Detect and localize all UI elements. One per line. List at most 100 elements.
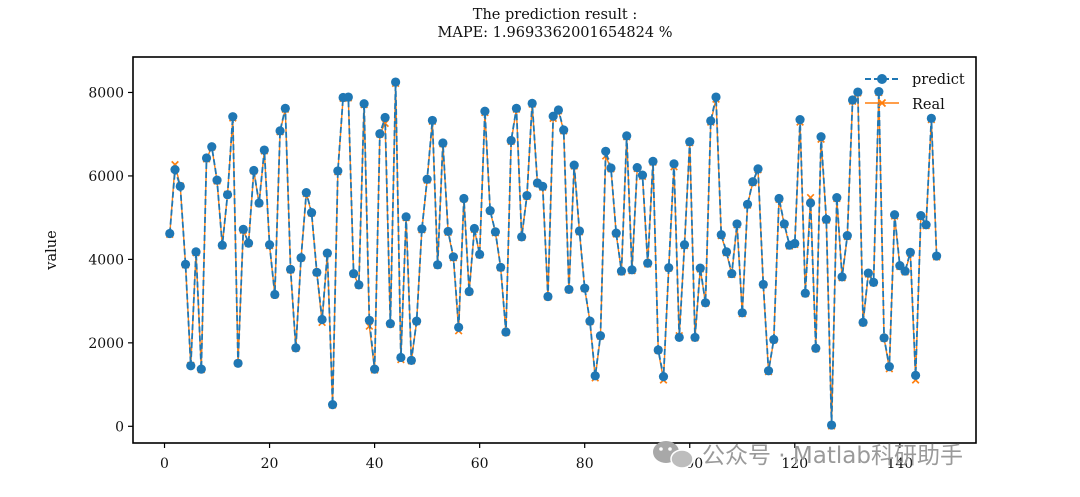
predict-point xyxy=(921,220,931,230)
y-tick-label: 0 xyxy=(115,419,124,435)
predict-point xyxy=(853,87,863,97)
predict-point xyxy=(222,190,233,200)
predict-point xyxy=(417,224,427,234)
predict-point xyxy=(412,316,422,326)
predict-point xyxy=(616,266,627,276)
predict-point xyxy=(874,87,884,97)
predict-point xyxy=(275,126,285,136)
predict-point xyxy=(884,362,894,372)
predict-point xyxy=(327,400,338,410)
predict-point xyxy=(301,188,311,198)
y-axis-label: value xyxy=(44,230,60,270)
predict-point xyxy=(763,366,774,376)
predict-point xyxy=(454,322,464,333)
predict-point xyxy=(475,249,485,259)
predict-point xyxy=(448,252,458,262)
predict-point xyxy=(186,361,196,371)
predict-point xyxy=(837,272,847,282)
y-tick-label: 6000 xyxy=(88,169,124,185)
predict-point xyxy=(517,232,527,242)
predict-point xyxy=(611,228,621,238)
x-tick-label: 60 xyxy=(471,456,489,472)
predict-point xyxy=(658,372,669,382)
predict-point xyxy=(727,268,737,279)
predict-point xyxy=(385,319,395,329)
predict-point xyxy=(774,193,784,204)
predict-point xyxy=(637,170,648,180)
predict-point xyxy=(464,286,474,297)
predict-point xyxy=(868,277,879,287)
predict-point xyxy=(580,283,590,293)
predict-point xyxy=(396,352,406,363)
predict-point xyxy=(821,214,831,224)
predict-point xyxy=(243,238,254,248)
watermark: 公众号 · Matlab科研助手 xyxy=(653,441,963,469)
predict-point xyxy=(175,181,185,191)
predict-point xyxy=(816,132,826,142)
predict-point xyxy=(317,314,327,325)
predict-point xyxy=(601,146,611,156)
predict-point xyxy=(910,370,921,380)
predict-point xyxy=(569,160,579,170)
predict-point xyxy=(506,135,516,146)
predict-point xyxy=(664,263,674,273)
watermark-text: 公众号 · Matlab科研助手 xyxy=(702,443,963,469)
predict-point xyxy=(306,208,317,218)
predict-point xyxy=(370,364,380,374)
legend: predict Real xyxy=(865,72,965,113)
legend-real-label: Real xyxy=(912,97,945,113)
predict-point xyxy=(669,159,679,169)
predict-point xyxy=(348,268,359,279)
predict-point xyxy=(706,116,716,126)
predict-point xyxy=(433,260,443,270)
predict-point xyxy=(826,420,837,430)
series-predict-line xyxy=(165,77,942,430)
predict-point xyxy=(196,364,206,374)
predict-point xyxy=(359,99,369,109)
predict-point xyxy=(900,266,910,276)
predict-point xyxy=(296,253,306,263)
predict-point xyxy=(459,193,469,204)
predict-point xyxy=(343,92,353,102)
predict-point xyxy=(595,331,606,341)
predict-point xyxy=(742,199,753,209)
predict-point xyxy=(391,77,401,87)
legend-predict-label: predict xyxy=(912,72,965,88)
predict-point xyxy=(527,98,537,108)
predict-point xyxy=(511,103,522,113)
predict-point xyxy=(543,291,553,302)
legend-predict-marker xyxy=(877,74,887,84)
predict-point xyxy=(811,343,821,353)
predict-point xyxy=(716,230,726,240)
predict-point xyxy=(721,247,732,257)
predict-point xyxy=(364,315,374,325)
predict-point xyxy=(622,131,632,141)
predict-point xyxy=(559,125,569,135)
predict-point xyxy=(737,308,747,318)
predict-point xyxy=(711,92,721,102)
predict-point xyxy=(574,226,585,236)
predict-point xyxy=(643,258,653,268)
predict-point xyxy=(932,251,942,261)
predict-point xyxy=(170,165,180,175)
predict-point xyxy=(606,163,616,173)
predict-point xyxy=(538,181,548,191)
predict-point xyxy=(832,193,842,203)
predict-point xyxy=(259,145,269,155)
predict-point xyxy=(443,226,453,237)
predict-point xyxy=(842,231,852,241)
x-tick-label: 0 xyxy=(160,456,169,472)
predict-point xyxy=(753,164,763,174)
predict-point xyxy=(769,334,779,345)
legend-real-marker xyxy=(877,98,887,108)
predict-point xyxy=(522,190,532,201)
predict-point xyxy=(553,105,564,115)
predict-point xyxy=(732,219,742,229)
predict-point xyxy=(254,198,264,208)
predict-point xyxy=(212,175,222,185)
y-tick-label: 8000 xyxy=(88,85,124,101)
predict-point xyxy=(889,210,900,220)
predict-point xyxy=(863,268,873,278)
predict-point xyxy=(548,111,558,121)
y-tick-label: 2000 xyxy=(88,336,124,352)
